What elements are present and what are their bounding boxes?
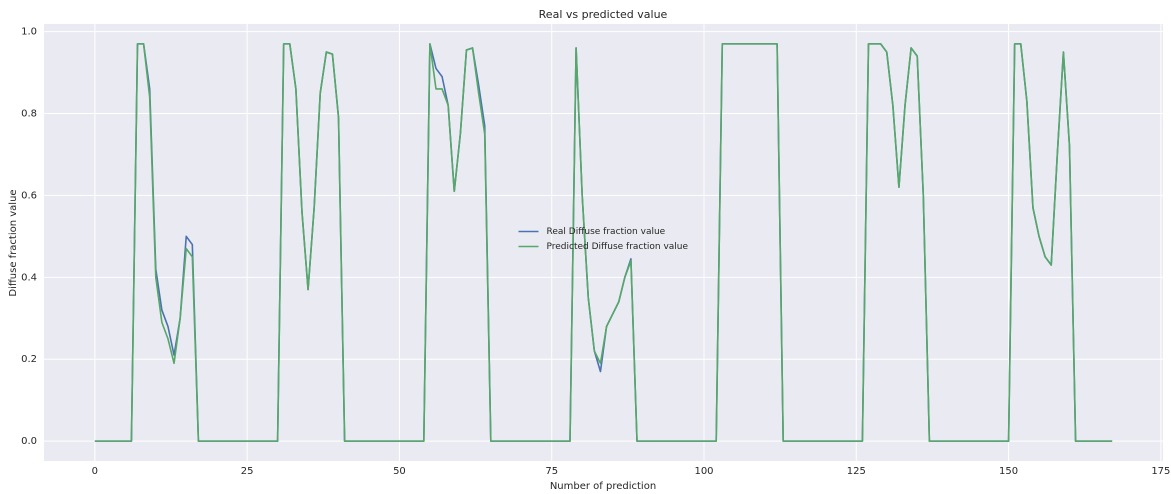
data-line: [94, 43, 1113, 442]
y-tick-label: 0.2: [21, 354, 37, 365]
chart-title: Real vs predicted value: [539, 8, 668, 21]
x-tick-label: 100: [694, 466, 713, 477]
x-tick-label: 25: [241, 466, 254, 477]
x-tick-label: 125: [847, 466, 866, 477]
y-tick-label: 0.6: [21, 190, 37, 201]
x-axis-label: Number of prediction: [550, 481, 656, 492]
y-tick-label: 0.8: [21, 108, 37, 119]
y-tick-label: 0.0: [21, 436, 37, 447]
y-tick-label: 1.0: [21, 27, 37, 38]
legend-label: Predicted Diffuse fraction value: [547, 242, 689, 252]
y-tick-label: 0.4: [21, 272, 37, 283]
x-tick-label: 150: [999, 466, 1018, 477]
x-tick-label: 75: [545, 466, 558, 477]
plot-area: [44, 24, 1163, 461]
x-tick-label: 175: [1151, 466, 1170, 477]
y-axis-label: Diffuse fraction value: [8, 189, 19, 296]
x-tick-label: 50: [393, 466, 406, 477]
legend-label: Real Diffuse fraction value: [547, 227, 666, 237]
x-tick-label: 0: [92, 466, 98, 477]
